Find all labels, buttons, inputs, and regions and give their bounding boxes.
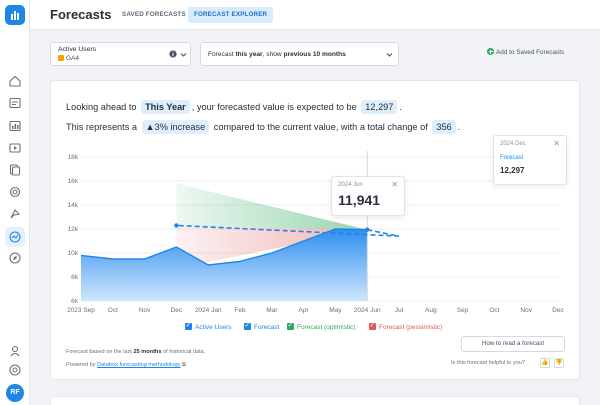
metric-source: GA4 (58, 55, 79, 62)
checkbox-icon (185, 321, 192, 330)
datasets-icon[interactable] (8, 163, 22, 177)
y-tick-label: 8k (71, 274, 79, 281)
x-tick-label: Oct (489, 307, 499, 314)
chevron-down-icon (180, 53, 187, 57)
reports-icon[interactable] (8, 119, 22, 133)
tooltip-date: 2024 Jun (338, 182, 363, 188)
x-tick-label: Oct (108, 307, 118, 314)
legend-forecast[interactable]: Forecast (244, 321, 279, 331)
y-tick-label: 6k (71, 298, 79, 305)
metric-select[interactable]: Active Users GA4 (50, 42, 191, 66)
avatar[interactable]: RF (6, 384, 24, 402)
forecast-range-text: Forecast this year, show previous 10 mon… (208, 51, 346, 58)
legend-forecast-pessimistic[interactable]: Forecast (pessimistic) (369, 321, 442, 331)
tooltip-value: 11,941 (338, 192, 381, 208)
x-tick-label: Sep (457, 307, 469, 314)
page-title: Forecasts (50, 7, 112, 22)
forecast-start-point (365, 227, 370, 232)
tab-saved-forecasts[interactable]: SAVED FORECASTS (122, 11, 186, 18)
external-link-icon: ⧉ (182, 362, 187, 368)
y-tick-label: 14k (68, 202, 79, 209)
forecast-line (176, 224, 400, 237)
x-tick-label: 2024 Jan (195, 307, 222, 314)
x-tick-label: Nov (520, 307, 532, 314)
period-pill: This Year (141, 100, 190, 114)
forecast-chart[interactable]: 6k 8k 10k 12k 14k 16k 18k 2023 Sep Oct Nov Dec 2024… (51, 81, 581, 321)
x-tick-label: Feb (234, 307, 246, 314)
x-tick-label: May (329, 307, 342, 314)
forecast-range-select[interactable]: Forecast this year, show previous 10 mon… (200, 42, 399, 66)
x-tick-label: Nov (139, 307, 151, 314)
y-tick-label: 16k (68, 178, 79, 185)
chevron-down-icon (386, 53, 393, 57)
tooltip-date: 2024 Dec (500, 141, 526, 147)
x-tick-label: Apr (299, 307, 310, 314)
sidebar: RF (0, 0, 30, 405)
legend-active-users[interactable]: Active Users (185, 321, 231, 331)
legend-forecast-optimistic[interactable]: Forecast (optimistic) (287, 321, 356, 331)
active-users-line (80, 228, 368, 266)
alerts-icon[interactable] (8, 207, 22, 221)
close-icon[interactable]: ✕ (391, 180, 398, 189)
summary-line-2: This represents a ▲3% increase compared … (66, 120, 461, 134)
ga-icon (58, 55, 64, 61)
home-icon[interactable] (8, 74, 22, 88)
forecast-card: Looking ahead to This Year, your forecas… (50, 80, 580, 380)
checkbox-icon (287, 321, 294, 330)
active-users-area (81, 229, 368, 301)
summary-line-1: Looking ahead to This Year, your forecas… (66, 100, 402, 114)
databox-logo-icon[interactable] (5, 5, 25, 25)
historical-tooltip: 2024 Jun ✕ 11,941 (331, 176, 405, 216)
forecast-end-point (174, 223, 179, 228)
close-icon[interactable]: ✕ (553, 139, 560, 148)
top-header: Forecasts SAVED FORECASTS FORECAST EXPLO… (30, 0, 600, 30)
optimistic-band (176, 183, 368, 230)
change-absolute-pill: 356 (432, 120, 456, 134)
tooltip-value: 12,297 (500, 166, 525, 175)
plus-circle-icon (487, 48, 494, 55)
forecast-footnote: Forecast based on the last 25 months of … (66, 349, 206, 355)
video-icon[interactable] (8, 141, 22, 155)
change-percent-pill: ▲3% increase (141, 120, 210, 134)
metric-name: Active Users (58, 46, 97, 53)
info-icon[interactable] (169, 50, 177, 58)
x-tick-label: Dec (552, 307, 564, 314)
thumbs-up-icon[interactable]: 👍 (540, 358, 550, 368)
forecasts-icon[interactable] (5, 227, 25, 247)
help-icon[interactable] (8, 363, 22, 377)
powered-by: Powered by Databox forecasting methodolo… (66, 362, 187, 368)
methodology-link[interactable]: Databox forecasting methodology (97, 362, 181, 368)
x-tick-label: Jul (395, 307, 404, 314)
goals-icon[interactable] (8, 185, 22, 199)
add-to-saved-forecasts-button[interactable]: Add to Saved Forecasts (487, 48, 564, 56)
x-tick-label: Dec (171, 307, 183, 314)
how-to-read-forecast-button[interactable]: How to read a forecast (461, 336, 565, 352)
checkbox-icon (244, 321, 251, 330)
forecast-value-pill: 12,297 (361, 100, 398, 114)
helpful-question: Is this forecast helpful to you? (451, 360, 526, 366)
y-tick-label: 18k (68, 154, 79, 161)
tooltip-label: Forecast (500, 155, 524, 161)
x-tick-label: Aug (425, 307, 437, 314)
y-tick-label: 10k (68, 250, 79, 257)
tab-forecast-explorer[interactable]: FORECAST EXPLORER (188, 7, 274, 23)
next-card (50, 396, 580, 405)
dashboard-icon[interactable] (8, 96, 22, 110)
x-tick-label: 2023 Sep (67, 307, 95, 314)
forecast-tooltip: 2024 Dec ✕ Forecast 12,297 (493, 135, 567, 185)
y-tick-label: 12k (68, 226, 79, 233)
integrations-icon[interactable] (8, 344, 22, 358)
x-tick-label: Mar (266, 307, 278, 314)
x-tick-label: 2024 Jun (354, 307, 381, 314)
checkbox-icon (369, 321, 376, 330)
explore-icon[interactable] (8, 251, 22, 265)
thumbs-down-icon[interactable]: 👎 (554, 358, 564, 368)
